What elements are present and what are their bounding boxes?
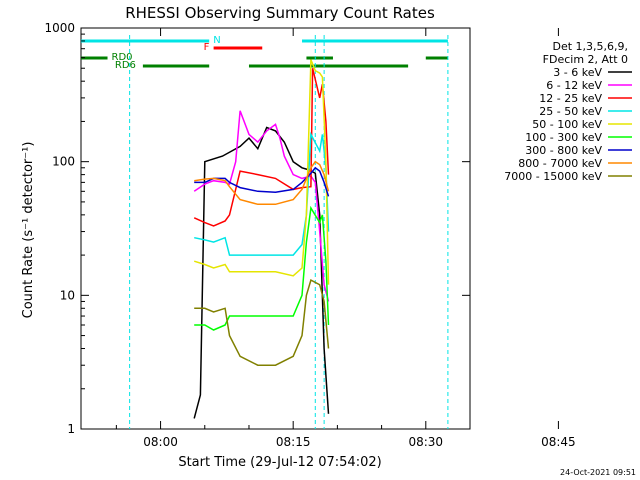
axes-group: 08:0008:1508:3008:4509:0009:1509:3011010… xyxy=(44,21,576,449)
legend-entry-1: 6 - 12 keV xyxy=(546,79,602,92)
series-line-2 xyxy=(193,68,330,227)
legend-entry-2: 12 - 25 keV xyxy=(539,92,602,105)
legend-entry-7: 800 - 7000 keV xyxy=(518,157,602,170)
date-stamp: 24-Oct-2021 09:51 xyxy=(560,468,636,477)
legend-header-0: Det 1,3,5,6,9, xyxy=(552,40,628,53)
legend: Det 1,3,5,6,9,FDecim 2, Att 03 - 6 keV6 … xyxy=(504,40,632,183)
plot-frame xyxy=(80,27,471,430)
series-line-3 xyxy=(194,131,330,256)
x-tick-label: 08:45 xyxy=(541,435,576,449)
series-line-4 xyxy=(193,59,330,285)
series-line-8 xyxy=(194,279,330,366)
y-tick-label: 100 xyxy=(52,155,75,169)
series-line-5 xyxy=(194,205,330,331)
chart-title: RHESSI Observing Summary Count Rates xyxy=(125,4,435,22)
x-tick-label: 08:00 xyxy=(143,435,178,449)
legend-entry-8: 7000 - 15000 keV xyxy=(504,170,602,183)
y-tick-label: 10 xyxy=(60,288,75,302)
x-axis-label: Start Time (29-Jul-12 07:54:02) xyxy=(178,455,381,470)
x-tick-label: 08:15 xyxy=(276,435,311,449)
legend-entry-6: 300 - 800 keV xyxy=(525,144,602,157)
legend-header-1: FDecim 2, Att 0 xyxy=(543,53,628,66)
legend-entry-5: 100 - 300 keV xyxy=(525,131,602,144)
legend-entry-0: 3 - 6 keV xyxy=(553,66,602,79)
legend-entry-3: 25 - 50 keV xyxy=(539,105,602,118)
state-label-f: F xyxy=(204,42,210,53)
y-tick-label: 1000 xyxy=(44,21,75,35)
state-label-rd0: RD0 xyxy=(112,52,133,63)
state-label-rd6: RD6 xyxy=(115,60,136,71)
y-axis-label: Count Rate (s⁻¹ detector⁻¹) xyxy=(21,142,36,319)
series-line-6 xyxy=(194,166,330,197)
y-tick-label: 1 xyxy=(67,422,75,436)
legend-entry-4: 50 - 100 keV xyxy=(532,118,602,131)
series-line-7 xyxy=(194,160,330,206)
x-tick-label: 08:30 xyxy=(408,435,443,449)
series-group xyxy=(193,59,330,419)
state-label-n: N xyxy=(213,35,220,46)
